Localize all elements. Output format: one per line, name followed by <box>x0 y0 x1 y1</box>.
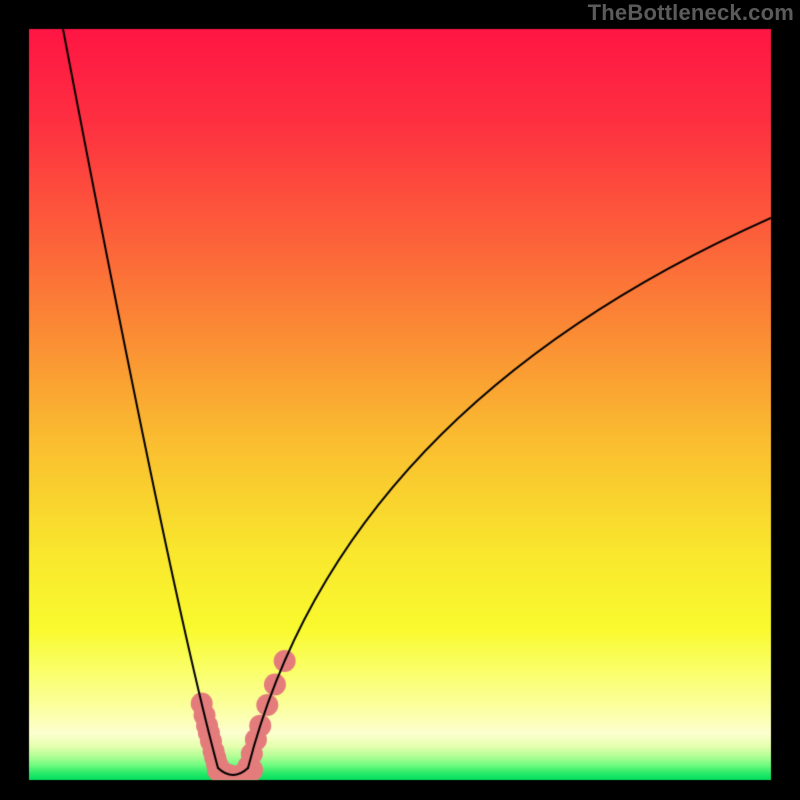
watermark-text: TheBottleneck.com <box>588 0 794 26</box>
chart-stage: TheBottleneck.com <box>0 0 800 800</box>
curve-overlay <box>0 0 800 800</box>
